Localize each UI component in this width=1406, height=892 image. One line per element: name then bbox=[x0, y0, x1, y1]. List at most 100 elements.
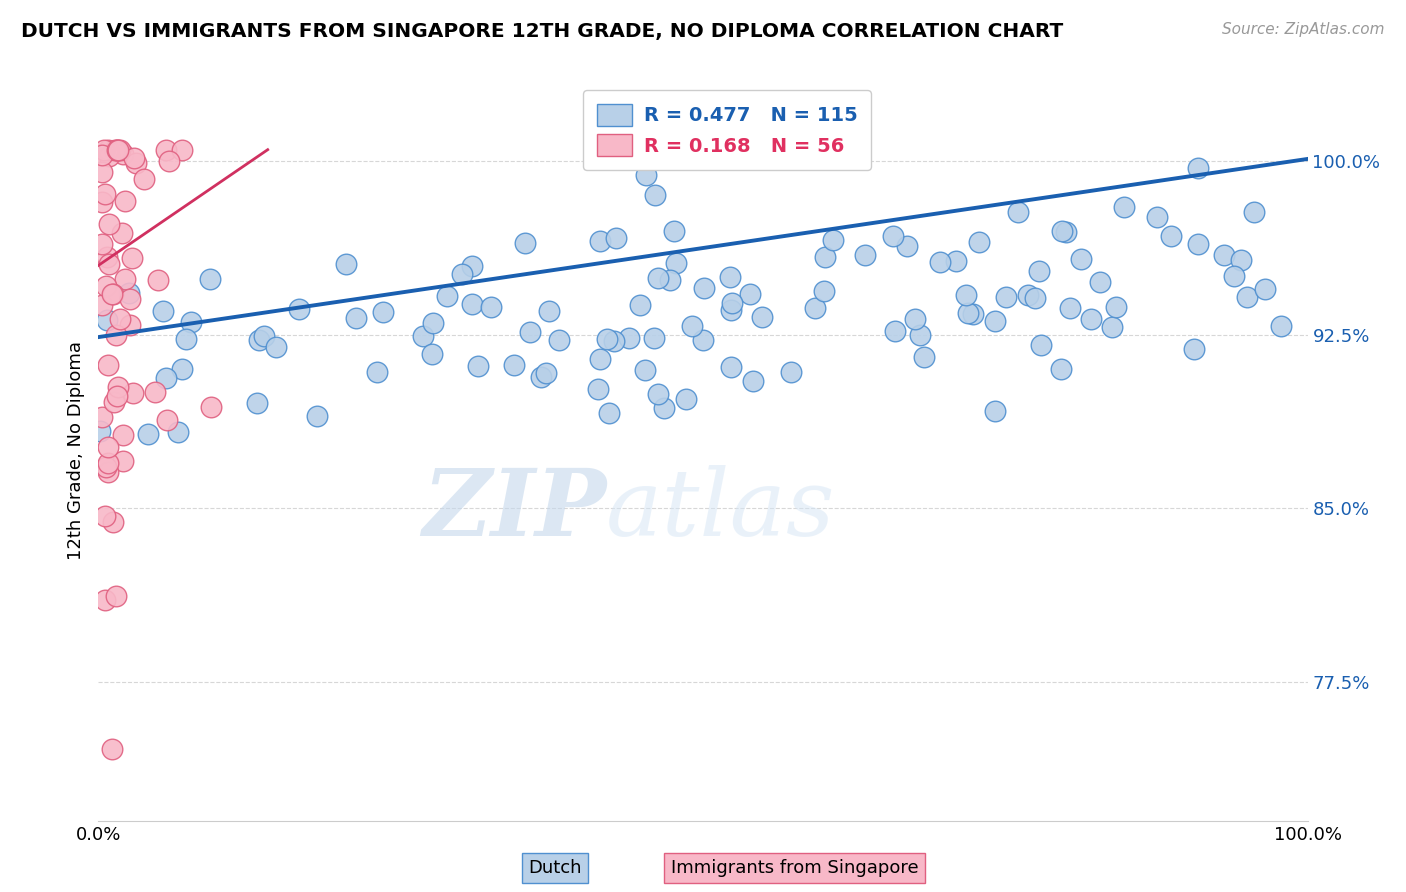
Point bbox=[643, 331, 665, 345]
Point bbox=[479, 301, 502, 315]
Point bbox=[1088, 275, 1111, 289]
Point bbox=[94, 187, 117, 202]
Point bbox=[957, 305, 980, 319]
Point bbox=[420, 347, 443, 361]
Point bbox=[172, 362, 194, 376]
Point bbox=[1254, 282, 1277, 296]
Point bbox=[823, 233, 845, 247]
Point bbox=[1230, 252, 1253, 267]
Point bbox=[1101, 320, 1123, 334]
Point bbox=[97, 149, 120, 163]
Point bbox=[104, 589, 127, 603]
Point bbox=[110, 311, 132, 326]
Point bbox=[519, 325, 541, 339]
Text: DUTCH VS IMMIGRANTS FROM SINGAPORE 12TH GRADE, NO DIPLOMA CORRELATION CHART: DUTCH VS IMMIGRANTS FROM SINGAPORE 12TH … bbox=[21, 22, 1063, 41]
Point bbox=[955, 288, 977, 302]
Point bbox=[984, 404, 1007, 418]
Point bbox=[813, 284, 835, 298]
Point bbox=[628, 298, 651, 312]
Point bbox=[94, 592, 117, 607]
Point bbox=[1213, 248, 1236, 262]
Point bbox=[104, 143, 127, 157]
Point bbox=[152, 304, 174, 318]
Point bbox=[589, 351, 612, 366]
Point bbox=[962, 307, 984, 321]
Text: Immigrants from Singapore: Immigrants from Singapore bbox=[671, 859, 918, 877]
Point bbox=[101, 287, 124, 301]
Y-axis label: 12th Grade, No Diploma: 12th Grade, No Diploma bbox=[66, 341, 84, 560]
Point bbox=[1114, 201, 1136, 215]
Text: ZIP: ZIP bbox=[422, 465, 606, 555]
Point bbox=[121, 251, 143, 265]
Text: atlas: atlas bbox=[606, 465, 835, 555]
Point bbox=[94, 460, 117, 475]
Point bbox=[450, 268, 472, 282]
Point bbox=[537, 304, 560, 318]
Point bbox=[1160, 228, 1182, 243]
Point bbox=[738, 287, 761, 301]
Point bbox=[804, 301, 827, 315]
Point bbox=[246, 396, 269, 410]
Point bbox=[598, 406, 620, 420]
Point bbox=[1146, 210, 1168, 224]
Point bbox=[634, 168, 657, 182]
Point bbox=[89, 424, 111, 438]
Point bbox=[93, 143, 115, 157]
Point bbox=[107, 143, 129, 157]
Point bbox=[983, 313, 1005, 327]
Point bbox=[143, 384, 166, 399]
Point bbox=[603, 334, 626, 348]
Point bbox=[1080, 312, 1102, 326]
Point bbox=[105, 143, 128, 157]
Point bbox=[107, 379, 129, 393]
Point bbox=[94, 279, 117, 293]
Point bbox=[1184, 342, 1206, 356]
Point bbox=[112, 428, 135, 442]
Point bbox=[945, 254, 967, 268]
Point bbox=[156, 412, 179, 426]
Point bbox=[1050, 224, 1073, 238]
Point bbox=[91, 165, 114, 179]
Point bbox=[742, 374, 765, 388]
Point bbox=[605, 231, 627, 245]
Point bbox=[658, 273, 681, 287]
Point bbox=[1054, 225, 1077, 239]
Point bbox=[912, 350, 935, 364]
Point bbox=[146, 273, 169, 287]
Legend: R = 0.477   N = 115, R = 0.168   N = 56: R = 0.477 N = 115, R = 0.168 N = 56 bbox=[583, 90, 870, 169]
Point bbox=[121, 386, 143, 401]
Point bbox=[617, 331, 640, 345]
Point bbox=[908, 327, 931, 342]
Point bbox=[813, 250, 835, 264]
Point bbox=[461, 259, 484, 273]
Point bbox=[167, 425, 190, 439]
Point bbox=[103, 394, 125, 409]
Point bbox=[1028, 263, 1050, 277]
Point bbox=[929, 254, 952, 268]
Point bbox=[412, 329, 434, 343]
Point bbox=[124, 156, 146, 170]
Point bbox=[548, 333, 571, 347]
Point bbox=[422, 316, 444, 330]
Point bbox=[502, 359, 524, 373]
Point bbox=[720, 303, 742, 318]
Point bbox=[903, 312, 925, 326]
Point bbox=[105, 143, 128, 157]
Point bbox=[884, 324, 907, 338]
Point bbox=[994, 290, 1017, 304]
Point bbox=[675, 392, 697, 407]
Point bbox=[595, 332, 617, 346]
Point bbox=[1059, 301, 1081, 316]
Point bbox=[1243, 205, 1265, 219]
Point bbox=[1007, 204, 1029, 219]
Point bbox=[589, 234, 612, 248]
Point bbox=[180, 315, 202, 329]
Point bbox=[779, 365, 801, 379]
Point bbox=[174, 332, 197, 346]
Point bbox=[155, 371, 177, 385]
Point bbox=[1024, 291, 1046, 305]
Point bbox=[751, 310, 773, 325]
Point bbox=[346, 311, 368, 326]
Point bbox=[586, 382, 609, 396]
Point bbox=[1050, 362, 1073, 376]
